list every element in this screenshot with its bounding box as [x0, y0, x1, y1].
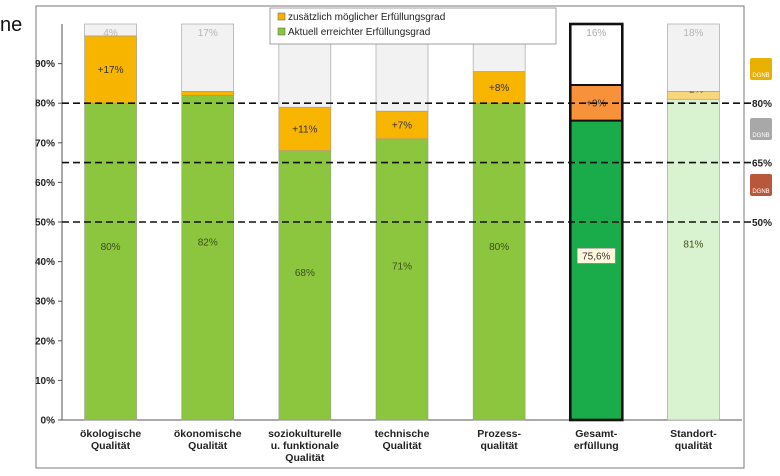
y-tick-label: 70%: [35, 138, 55, 149]
threshold-label: 50%: [752, 218, 772, 229]
y-tick-label: 50%: [35, 218, 55, 229]
legend-entry: Aktuell erreichter Erfüllungsgrad: [288, 27, 430, 38]
bar-achieved-label: 75,6%: [582, 251, 610, 262]
bar-additional-label: +7%: [392, 120, 412, 131]
bars: 80%+17%4%82%+1%17%68%+11%21%71%+7%22%80%…: [84, 22, 720, 422]
bar-additional-segment: [472, 71, 526, 104]
bar-achieved-label: 80%: [489, 242, 509, 253]
bar-additional-segment: [375, 110, 429, 140]
bar-achieved-segment: [278, 150, 332, 421]
bar-additional-segment: [84, 35, 137, 104]
legend: zusätzlich möglicher Erfüllungsgrad Aktue…: [269, 7, 557, 45]
y-tick-label: 40%: [35, 257, 55, 268]
legend-swatch: [277, 27, 286, 36]
bar-remaining-label: 16%: [586, 28, 606, 39]
bar-group: 80% +17% 4%: [84, 23, 137, 421]
x-category-label: soziokulturelle: [268, 428, 342, 440]
x-category-label: Gesamt-: [575, 428, 618, 440]
plot-frame: [35, 5, 745, 469]
bar-achieved-segment: [472, 102, 526, 421]
dgnb-badge: [750, 58, 772, 80]
y-tick-label: 10%: [35, 376, 55, 387]
bar-remaining-segment: [569, 23, 623, 86]
dgnb-badge-text: DGNB: [752, 133, 769, 139]
y-tick-label: 0%: [41, 416, 56, 427]
dgnb-badge: [750, 174, 772, 196]
bar-remaining-segment: [667, 23, 720, 92]
x-category-label: erfüllung: [574, 440, 619, 452]
legend-swatch: [277, 12, 286, 21]
bar-achieved-segment: [181, 94, 235, 421]
bar-achieved-segment: [667, 98, 720, 421]
total-value-box: [576, 248, 616, 264]
x-category-label: ökonomische: [174, 428, 242, 440]
y-tick-label: 20%: [35, 336, 55, 347]
x-category-label: technische: [375, 428, 430, 440]
dgnb-badge: [750, 118, 772, 140]
dgnb-badge-text: DGNB: [752, 73, 769, 79]
cropped-heading-fragment: ne: [0, 14, 23, 36]
x-category-label: Qualität: [382, 440, 422, 452]
y-tick-label: 90%: [35, 59, 55, 70]
bar-remaining-segment: [181, 23, 235, 92]
threshold-label: 80%: [752, 99, 772, 110]
y-tick-label: 30%: [35, 297, 55, 308]
bar-group: 80% +8%: [472, 23, 526, 421]
legend-entry: zusätzlich möglicher Erfüllungsgrad: [288, 12, 445, 23]
bar-remaining-segment: [84, 23, 137, 37]
bar-achieved-label: 68%: [295, 268, 315, 279]
x-category-label: Qualität: [285, 452, 325, 464]
dgnb-badge-text: DGNB: [752, 189, 769, 195]
bar-achieved-label: 71%: [392, 261, 412, 272]
legend-box: [269, 7, 557, 45]
y-tick-label: 80%: [35, 99, 55, 110]
bar-additional-label: +11%: [292, 124, 317, 135]
x-category-label: Qualität: [188, 440, 228, 452]
bar-remaining-label: 18%: [683, 28, 703, 39]
bar-achieved-label: 82%: [198, 237, 218, 248]
x-category-label: Standort-: [670, 428, 717, 440]
y-tick-label: 60%: [35, 178, 55, 189]
bar-remaining-label: 4%: [103, 28, 118, 39]
bar-additional-label: +17%: [98, 65, 124, 76]
x-category-label: Prozess-: [477, 428, 521, 440]
bar-achieved-segment: [569, 120, 623, 421]
x-category-label: qualität: [480, 440, 518, 452]
x-axis: ökologischeQualitätökonomischeQualitätso…: [80, 428, 717, 464]
bar-group: 71%+7%22%: [375, 23, 429, 421]
threshold-label: 65%: [752, 159, 772, 170]
x-category-label: Qualität: [91, 440, 131, 452]
bar-achieved-label: 80%: [101, 242, 121, 253]
x-category-label: u. funktionale: [271, 440, 339, 452]
threshold-lines: 80% DGNB 65% DGNB 50% DGNB: [62, 58, 772, 229]
bar-remaining-label: 17%: [198, 28, 218, 39]
bar-group: 81%+2%18%: [667, 23, 720, 421]
bar-achieved-label: 81%: [683, 240, 703, 251]
bar-additional-segment: [278, 106, 332, 152]
bar-achieved-segment: [375, 138, 429, 421]
x-category-label: ökologische: [80, 428, 141, 440]
x-category-label: qualität: [675, 440, 713, 452]
bar-additional-label: +8%: [489, 83, 509, 94]
bar-achieved-segment: [84, 102, 137, 421]
bar-group: 82%+1%17%: [181, 23, 235, 421]
